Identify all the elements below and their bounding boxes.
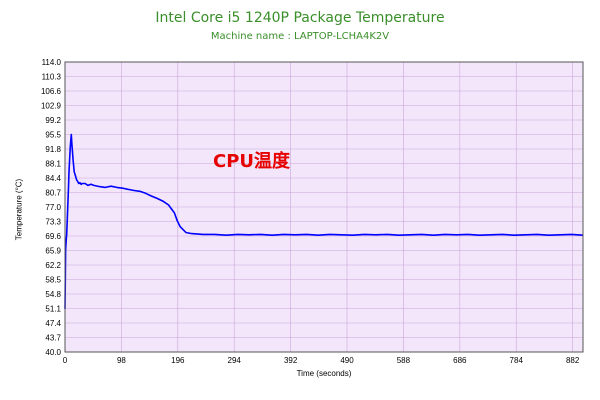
cpu-temperature-annotation: CPU温度 xyxy=(213,151,291,172)
x-tick-label: 490 xyxy=(340,356,354,365)
y-tick-label: 110.3 xyxy=(42,73,62,82)
x-tick-label: 392 xyxy=(284,356,298,365)
x-tick-label: 588 xyxy=(397,356,411,365)
chart-title: Intel Core i5 1240P Package Temperature xyxy=(155,10,445,26)
x-axis-label: Time (seconds) xyxy=(296,369,352,378)
x-tick-label: 294 xyxy=(228,356,242,365)
chart-subtitle: Machine name : LAPTOP-LCHA4K2V xyxy=(210,31,390,42)
y-tick-label: 62.2 xyxy=(45,261,61,270)
y-tick-label: 51.1 xyxy=(45,305,61,314)
plot-frame xyxy=(64,61,584,353)
y-tick-label: 88.1 xyxy=(45,160,61,169)
y-tick-label: 95.5 xyxy=(45,131,61,140)
y-tick-label: 54.8 xyxy=(45,290,61,299)
y-tick-label: 106.6 xyxy=(41,87,62,96)
y-tick-label: 43.7 xyxy=(45,334,61,343)
y-tick-label: 40.0 xyxy=(45,348,61,357)
y-tick-label: 58.5 xyxy=(45,276,61,285)
x-tick-label: 784 xyxy=(510,356,524,365)
y-tick-label: 47.4 xyxy=(45,319,61,328)
x-tick-label: 98 xyxy=(117,356,126,365)
y-tick-label: 114.0 xyxy=(42,58,62,67)
x-tick-label: 0 xyxy=(63,356,68,365)
y-tick-label: 99.2 xyxy=(45,116,61,125)
x-tick-label: 882 xyxy=(566,356,580,365)
y-tick-label: 65.9 xyxy=(45,247,61,256)
temperature-line xyxy=(64,133,584,309)
x-tick-label: 686 xyxy=(453,356,467,365)
y-tick-label: 91.8 xyxy=(45,145,61,154)
y-tick-label: 80.7 xyxy=(45,189,61,198)
y-axis-label: Temperature (°C) xyxy=(14,178,24,241)
x-tick-label: 196 xyxy=(171,356,185,365)
grid-lines xyxy=(65,62,583,352)
y-tick-label: 77.0 xyxy=(45,203,61,212)
y-tick-label: 102.9 xyxy=(41,102,62,111)
axis-ticks: 40.0 43.7 47.4 51.1 54.8 58.5 62.2 65.9 69.6 73.3… xyxy=(41,58,580,365)
y-tick-label: 73.3 xyxy=(45,218,61,227)
y-tick-label: 84.4 xyxy=(45,174,61,183)
y-tick-label: 69.6 xyxy=(45,232,61,241)
